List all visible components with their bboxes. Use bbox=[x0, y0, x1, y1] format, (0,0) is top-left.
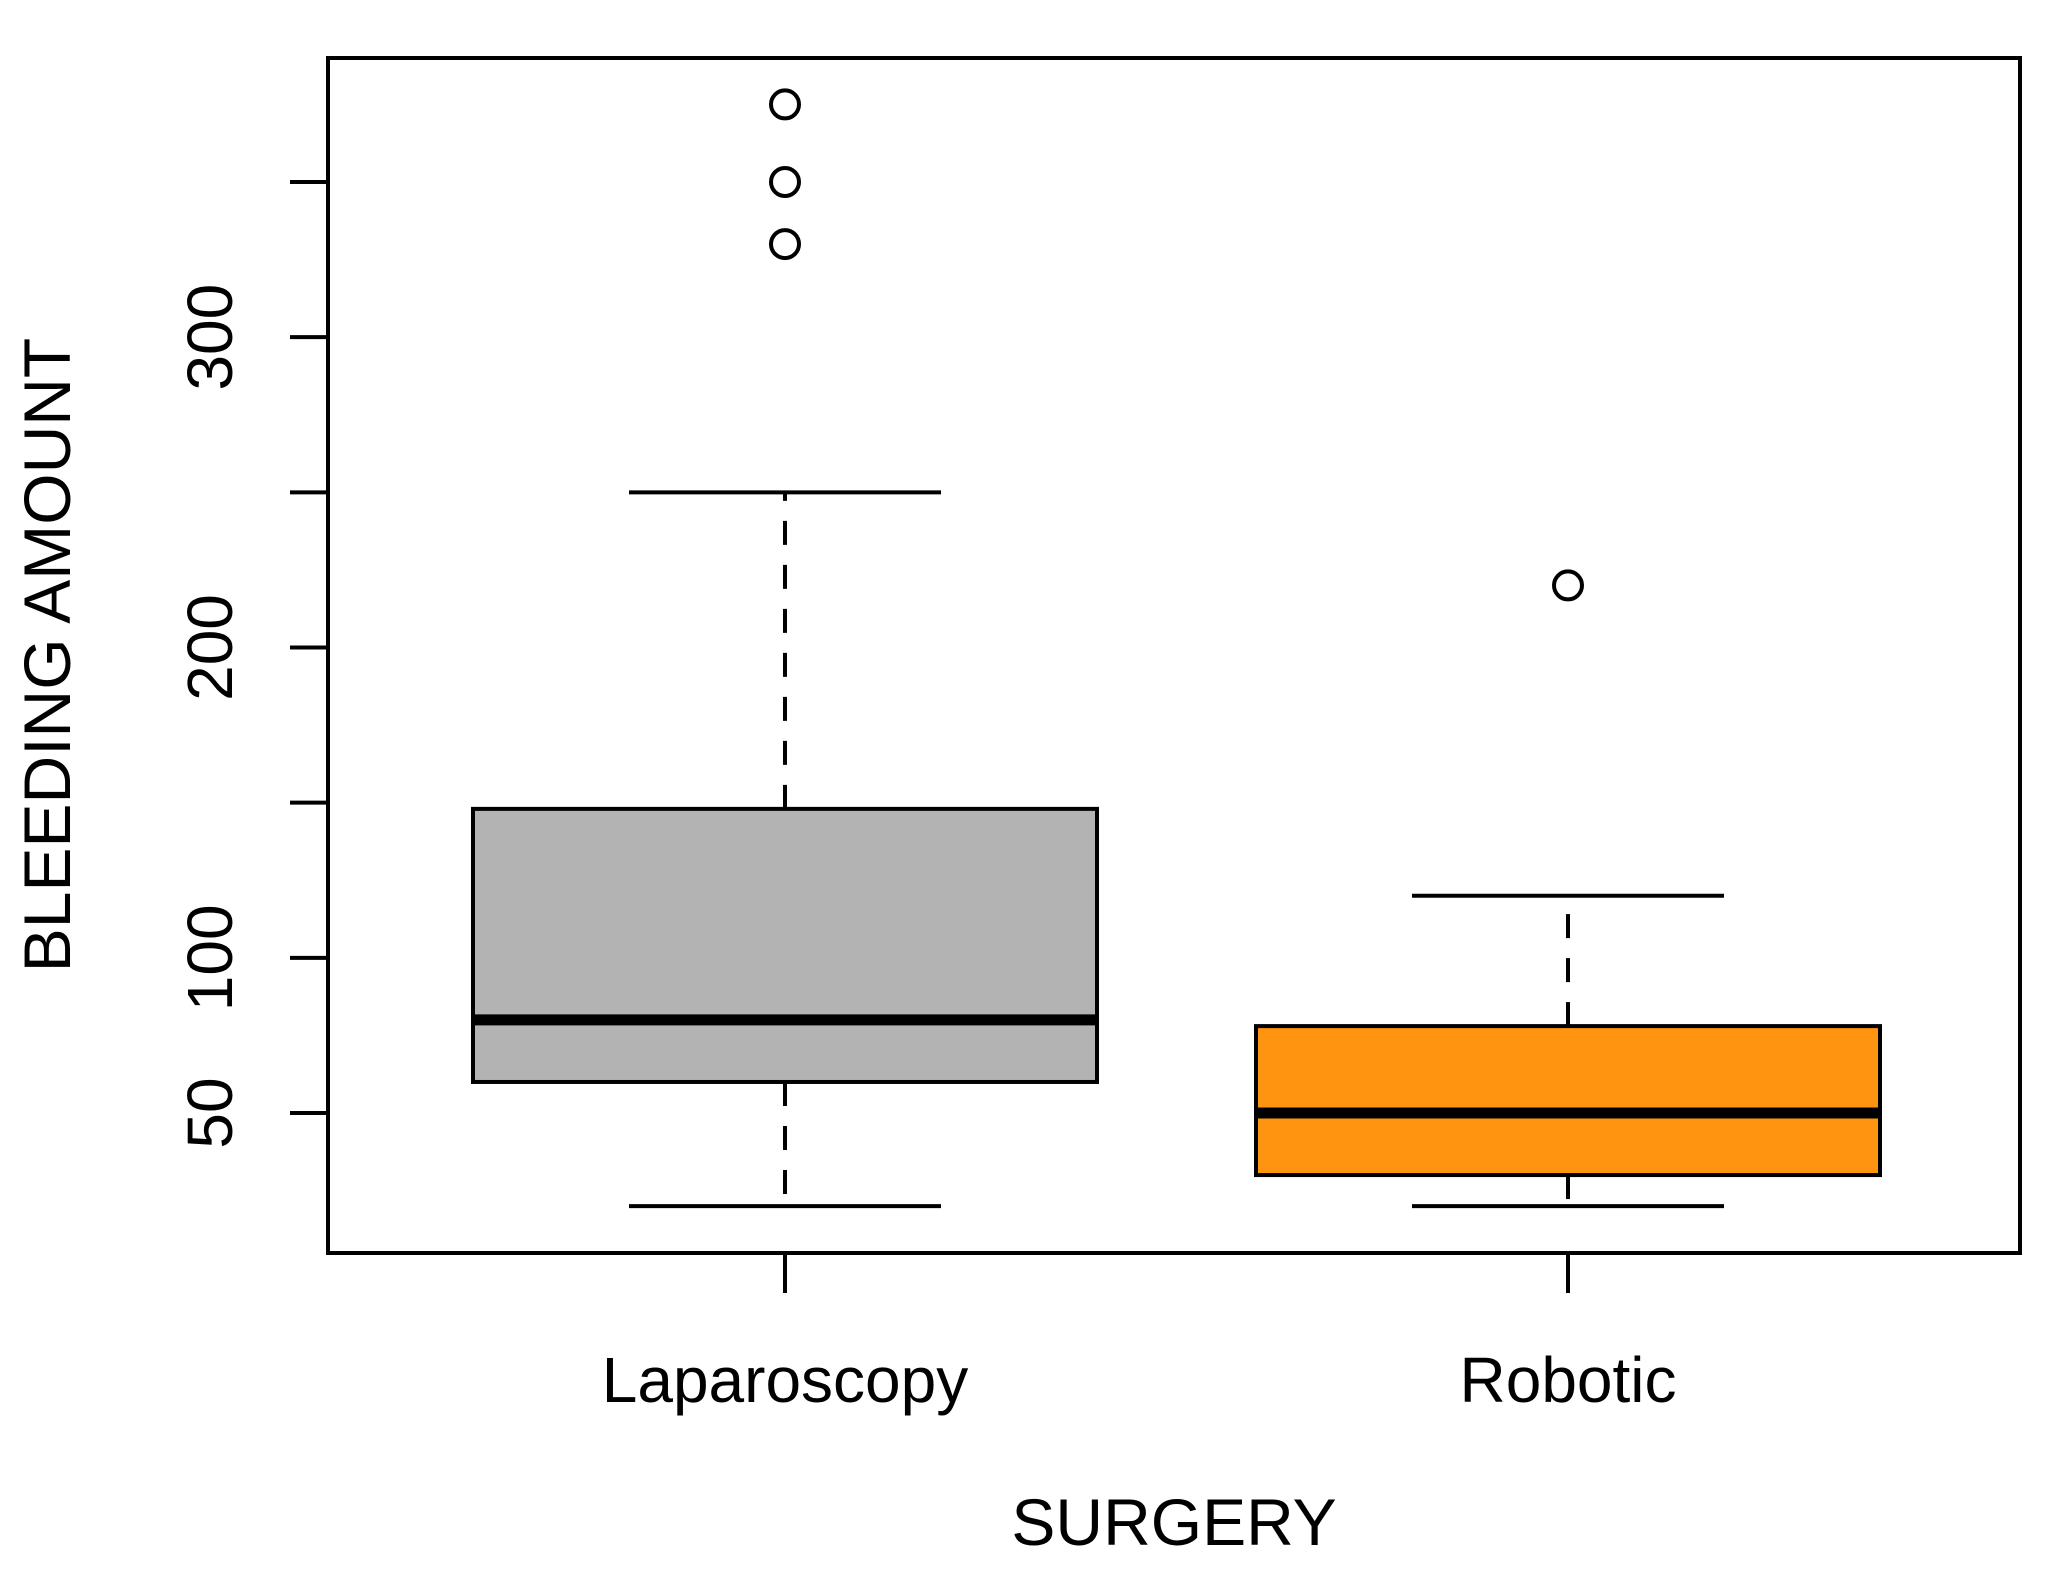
iqr-box bbox=[1254, 1024, 1882, 1178]
boxes bbox=[471, 88, 1882, 1209]
box-laparoscopy bbox=[471, 88, 1099, 1209]
y-tick-label: 100 bbox=[174, 904, 246, 1011]
outlier-point bbox=[1552, 569, 1584, 602]
outlier-point bbox=[769, 88, 801, 121]
y-tick-label: 300 bbox=[174, 284, 246, 391]
outlier-point bbox=[769, 166, 801, 198]
x-tick-label: Robotic bbox=[1460, 1344, 1677, 1416]
x-axis-title: SURGERY bbox=[1011, 1485, 1336, 1559]
outlier-point bbox=[769, 228, 801, 261]
y-tick-label: 50 bbox=[174, 1077, 246, 1148]
y-tick-label: 200 bbox=[174, 594, 246, 701]
y-axis: 50 100 200 300 bbox=[174, 180, 330, 1149]
x-tick-label: Laparoscopy bbox=[602, 1344, 968, 1416]
x-axis: Laparoscopy Robotic bbox=[602, 1251, 1677, 1416]
box-robotic bbox=[1254, 569, 1882, 1209]
iqr-box bbox=[471, 806, 1099, 1084]
y-axis-title: BLEEDING AMOUNT bbox=[10, 338, 84, 972]
